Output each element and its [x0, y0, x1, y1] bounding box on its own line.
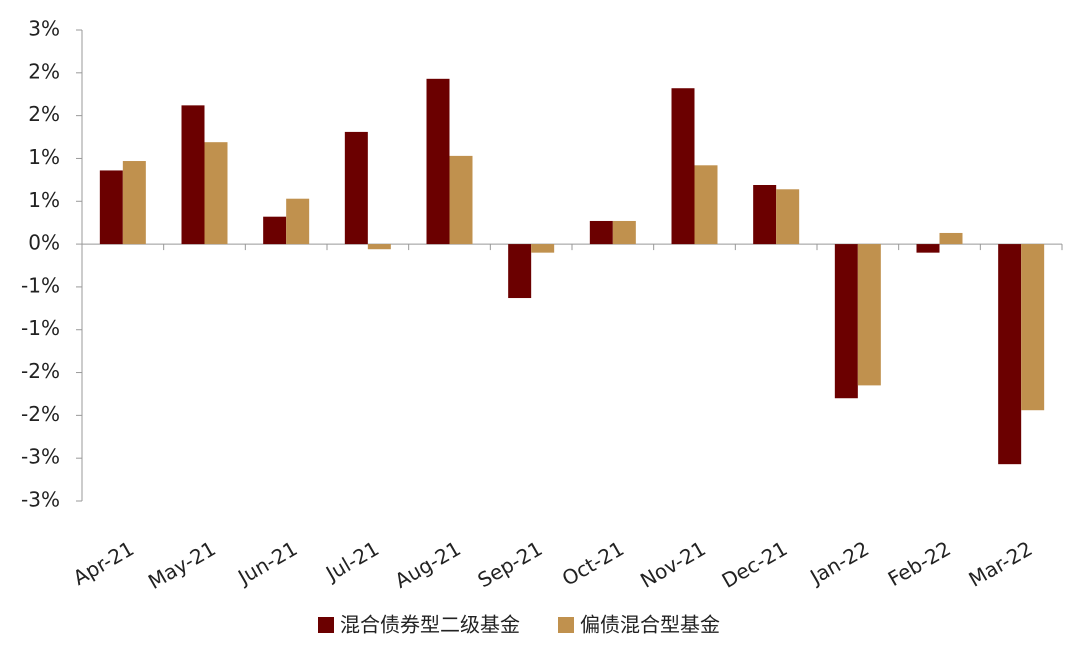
bar — [531, 244, 555, 253]
bar — [286, 198, 310, 245]
bar — [857, 244, 881, 386]
x-tick-label: Feb-22 — [884, 536, 955, 591]
bar — [204, 142, 228, 245]
x-tick-label: Aug-21 — [391, 536, 465, 593]
y-tick-label: 3% — [28, 17, 60, 41]
y-tick-label: 2% — [28, 102, 60, 126]
y-tick-label: -1% — [21, 273, 60, 297]
x-tick-label: Nov-21 — [636, 536, 710, 592]
bar — [939, 232, 963, 245]
bar — [589, 220, 613, 245]
y-tick-label: -1% — [21, 316, 60, 340]
legend-swatch — [558, 617, 574, 633]
legend-label: 偏债混合型基金 — [580, 613, 720, 637]
bar — [1021, 244, 1045, 411]
bar — [694, 165, 718, 245]
y-tick-label: -3% — [21, 445, 60, 469]
bar — [753, 185, 777, 245]
bar — [671, 88, 695, 245]
bar — [508, 244, 532, 299]
bar — [122, 161, 146, 245]
bar — [449, 155, 473, 245]
x-tick-label: Jan-22 — [804, 536, 873, 590]
y-tick-label: -3% — [21, 488, 60, 512]
y-tick-label: -2% — [21, 359, 60, 383]
y-tick-label: 1% — [28, 188, 60, 212]
bar — [426, 78, 450, 245]
y-tick-label: -2% — [21, 402, 60, 426]
bar — [776, 189, 800, 245]
x-tick-label: Dec-21 — [718, 536, 792, 592]
x-tick-label: Jul-21 — [320, 536, 383, 586]
bar — [263, 216, 287, 245]
bar — [344, 131, 368, 245]
legend-label: 混合债券型二级基金 — [340, 613, 520, 637]
x-tick-label: May-21 — [144, 536, 220, 594]
x-tick-label: Jun-21 — [232, 536, 301, 590]
y-tick-label: 0% — [28, 231, 60, 255]
x-tick-label: Apr-21 — [69, 536, 138, 590]
bar — [612, 220, 636, 245]
bar — [834, 244, 858, 399]
bar — [367, 244, 391, 250]
bar — [998, 244, 1022, 465]
x-tick-label: Mar-22 — [965, 536, 1037, 591]
bar — [99, 170, 123, 245]
legend-swatch — [318, 617, 334, 633]
bar — [916, 244, 940, 253]
x-tick-label: Sep-21 — [473, 536, 546, 592]
y-tick-label: 2% — [28, 59, 60, 83]
bar — [181, 105, 205, 245]
x-tick-label: Oct-21 — [558, 536, 628, 590]
y-tick-label: 1% — [28, 145, 60, 169]
